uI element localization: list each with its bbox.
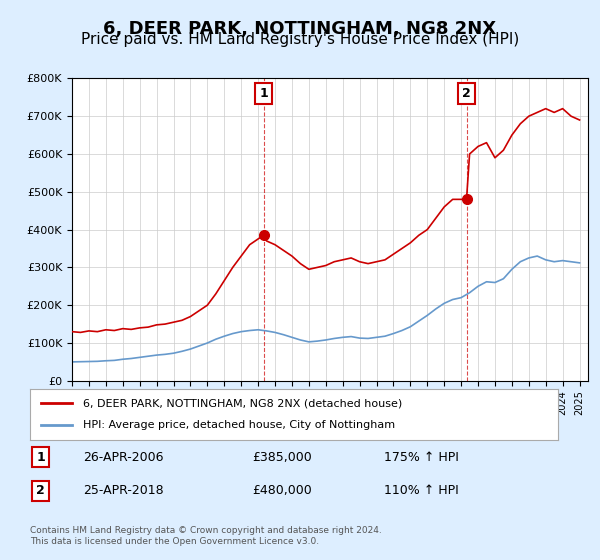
Text: 110% ↑ HPI: 110% ↑ HPI: [384, 484, 458, 497]
Text: 2: 2: [36, 484, 45, 497]
Text: £480,000: £480,000: [252, 484, 311, 497]
Text: 6, DEER PARK, NOTTINGHAM, NG8 2NX (detached house): 6, DEER PARK, NOTTINGHAM, NG8 2NX (detac…: [83, 398, 402, 408]
Text: 1: 1: [259, 87, 268, 100]
Text: 1: 1: [36, 451, 45, 464]
Text: 6, DEER PARK, NOTTINGHAM, NG8 2NX: 6, DEER PARK, NOTTINGHAM, NG8 2NX: [103, 20, 497, 38]
Text: Contains HM Land Registry data © Crown copyright and database right 2024.
This d: Contains HM Land Registry data © Crown c…: [30, 526, 382, 546]
Text: 2: 2: [462, 87, 471, 100]
Text: HPI: Average price, detached house, City of Nottingham: HPI: Average price, detached house, City…: [83, 421, 395, 431]
Text: £385,000: £385,000: [252, 451, 311, 464]
Text: 175% ↑ HPI: 175% ↑ HPI: [384, 451, 458, 464]
Text: Price paid vs. HM Land Registry's House Price Index (HPI): Price paid vs. HM Land Registry's House …: [81, 32, 519, 48]
Text: 25-APR-2018: 25-APR-2018: [83, 484, 163, 497]
Text: 26-APR-2006: 26-APR-2006: [83, 451, 163, 464]
